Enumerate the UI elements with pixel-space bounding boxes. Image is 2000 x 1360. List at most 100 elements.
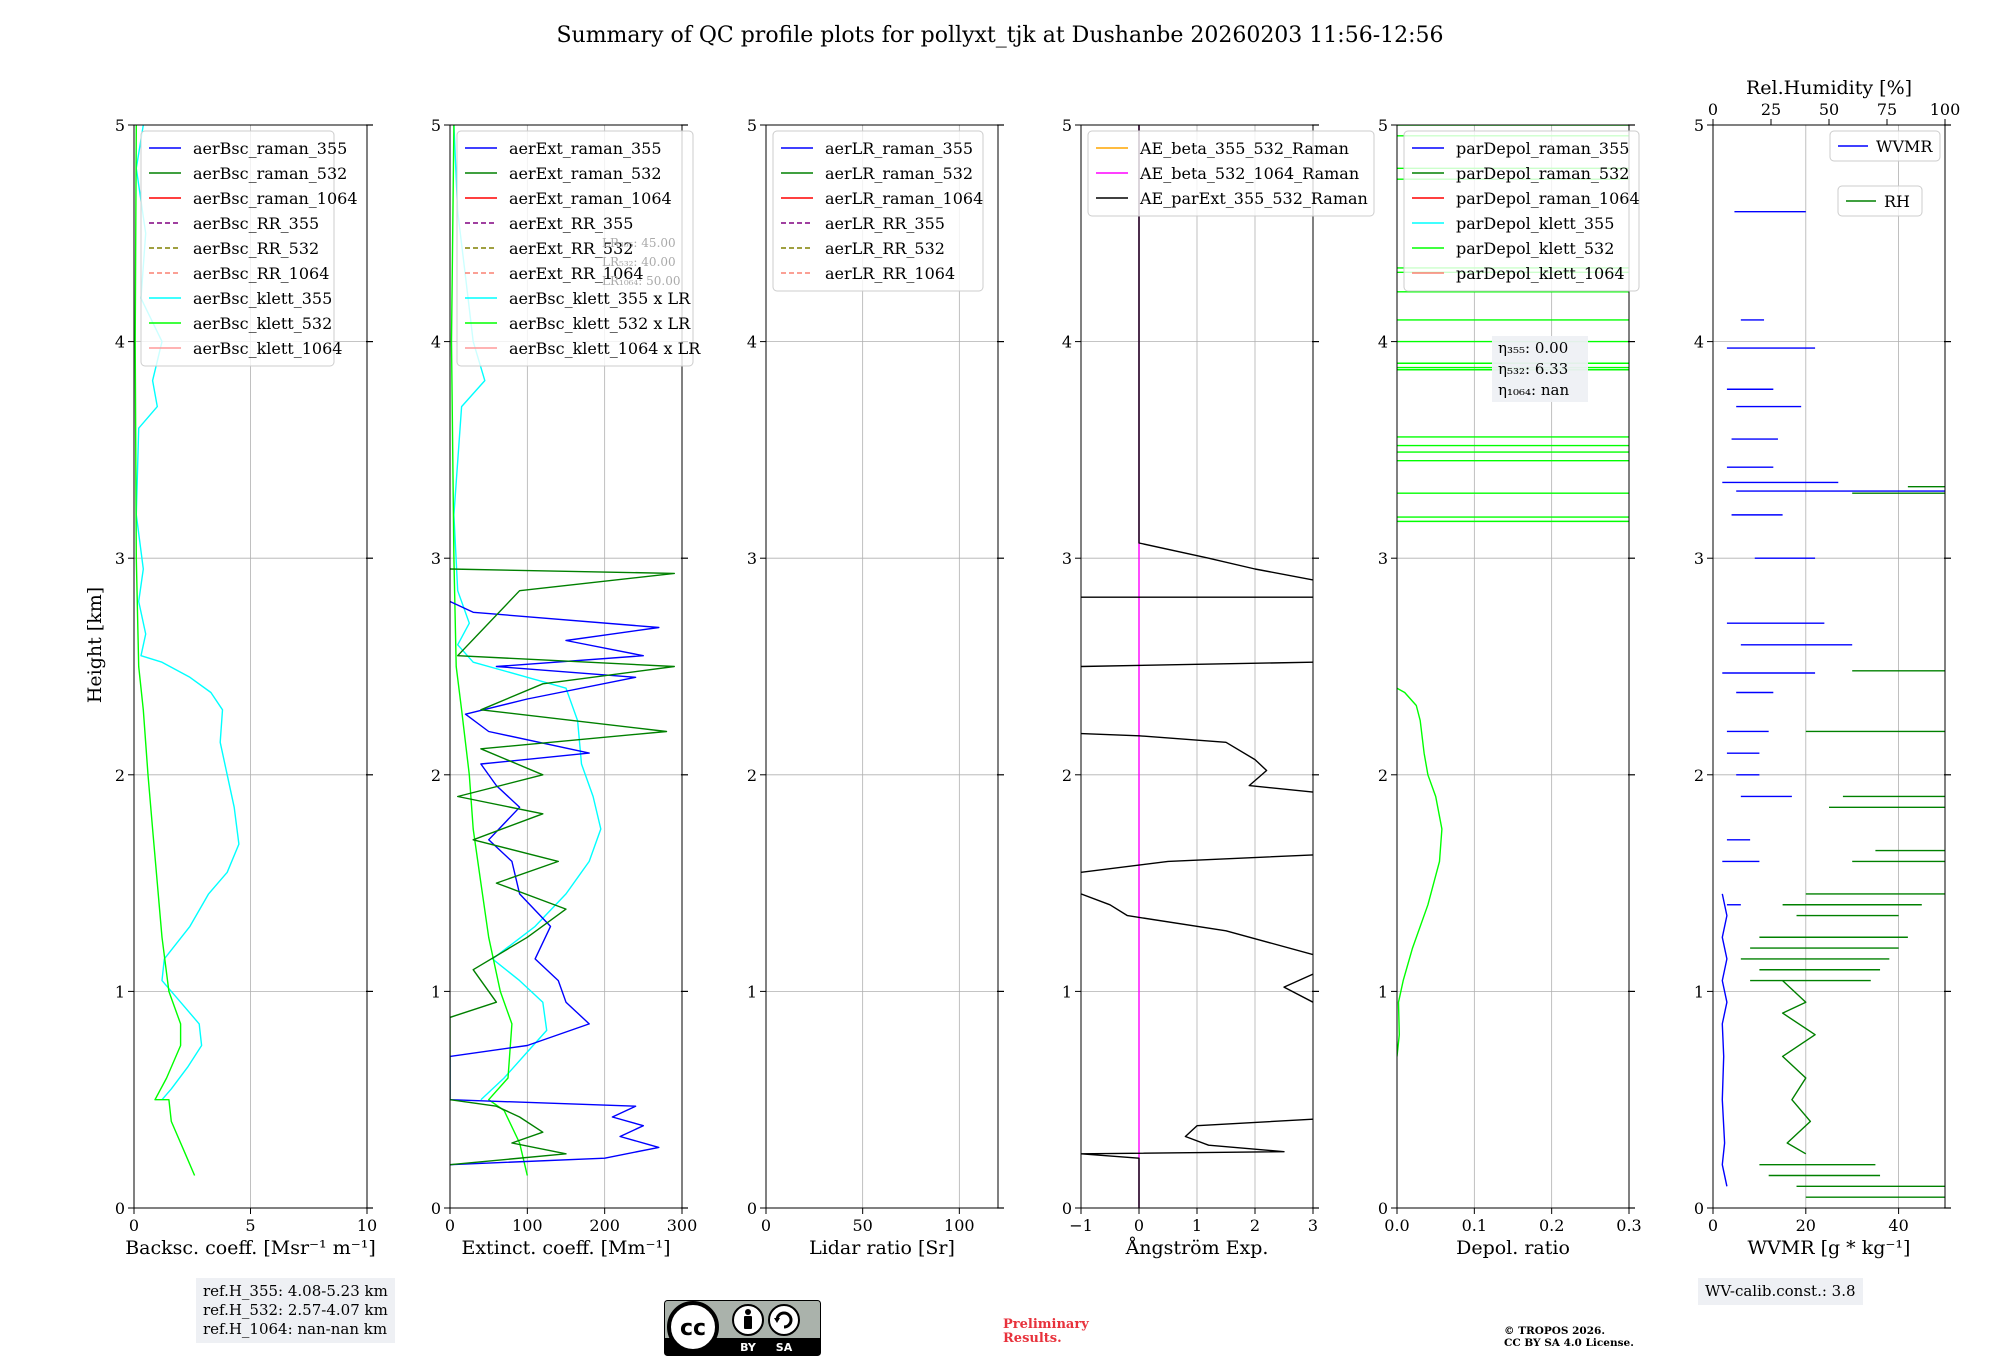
legend-entry: aerExt_RR_355	[509, 214, 633, 233]
legend-entry: aerBsc_klett_1064 x LR	[509, 339, 701, 358]
x-tick-label: 3	[1308, 1216, 1318, 1235]
legend-entry: aerLR_RR_532	[825, 239, 945, 258]
legend-entry: aerLR_raman_355	[825, 139, 973, 158]
legend-entry: aerLR_raman_532	[825, 164, 973, 183]
y-tick-label: 0	[1062, 1199, 1072, 1218]
x-tick-label: 0	[1134, 1216, 1144, 1235]
reference-height-box: ref.H_355: 4.08-5.23 km ref.H_532: 2.57-…	[196, 1278, 395, 1343]
legend-entry: aerBsc_RR_355	[193, 214, 319, 233]
y-tick-label: 5	[431, 116, 441, 135]
y-tick-label: 1	[1062, 982, 1072, 1001]
x-axis-label: Depol. ratio	[1456, 1237, 1570, 1259]
x-axis-label: Backsc. coeff. [Msr⁻¹ m⁻¹]	[125, 1237, 376, 1259]
series-line	[1721, 893, 1728, 1187]
svg-text:cc: cc	[680, 1316, 706, 1341]
y-tick-label: 3	[115, 549, 125, 568]
y-tick-label: 2	[1694, 766, 1704, 785]
series-line	[1781, 980, 1816, 1155]
series-line	[1081, 1118, 1313, 1208]
legend-entry: RH	[1884, 192, 1910, 211]
y-tick-label: 2	[115, 766, 125, 785]
cc-sa-label: SA	[776, 1341, 793, 1354]
y-tick-label: 5	[1378, 116, 1388, 135]
legend-box	[1829, 130, 1941, 162]
series-line	[450, 125, 528, 1176]
x-tick-label: 0.2	[1539, 1216, 1564, 1235]
y-tick-label: 0	[431, 1199, 441, 1218]
copyright-line-1: © TROPOS 2026.	[1504, 1325, 1606, 1337]
series-line	[135, 125, 240, 1101]
subplot-5: 0.0 0.1 0.2 0.3 0 1 2 3 4 5 Depol. ratio parDepol_r…	[1378, 116, 1642, 1259]
legend-box	[456, 130, 694, 367]
y-tick-label: 4	[747, 333, 757, 352]
x2-tick-label: 0	[1708, 100, 1718, 119]
reference-height-355: ref.H_355: 4.08-5.23 km	[203, 1282, 388, 1300]
legend-entry: aerExt_RR_532	[509, 239, 633, 258]
y-tick-label: 3	[1694, 549, 1704, 568]
legend-entry: aerExt_RR_1064	[509, 264, 644, 283]
plot-area	[134, 125, 240, 1176]
y-tick-label: 5	[1694, 116, 1704, 135]
legend-entry: parDepol_klett_532	[1456, 239, 1614, 258]
x-tick-label: 0.0	[1384, 1216, 1409, 1235]
y-tick-label: 2	[1378, 766, 1388, 785]
axes-frame	[1712, 124, 1946, 1209]
wv-calibration-constant: WV-calib.const.: 3.8	[1705, 1282, 1856, 1300]
legend-entry: parDepol_klett_355	[1456, 214, 1614, 233]
legend-entry: aerBsc_raman_1064	[193, 189, 358, 208]
y-tick-label: 1	[1694, 982, 1704, 1001]
plot-area	[1081, 125, 1313, 1208]
cc-by-label: BY	[740, 1341, 757, 1354]
series-line	[1081, 893, 1313, 956]
subplot-3: 0 50 100 0 1 2 3 4 5 Lidar ratio [Sr] aerLR_raman_…	[747, 116, 1004, 1259]
lidar-ratio-label: LR₁₀₆₄: 50.00	[602, 274, 680, 288]
axes-frame	[765, 124, 999, 1209]
legend-entry: aerExt_raman_1064	[509, 189, 672, 208]
series-line	[1081, 854, 1313, 873]
x-tick-label: 40	[1888, 1216, 1908, 1235]
series-line	[134, 125, 196, 1176]
series-line	[1283, 973, 1313, 1003]
legend-entry: AE_parExt_355_532_Raman	[1139, 189, 1368, 208]
legend-box	[1087, 130, 1375, 217]
copyright-note: © TROPOS 2026. CC BY SA 4.0 License.	[1504, 1325, 1634, 1349]
legend-entry: aerExt_raman_355	[509, 139, 662, 158]
legend-entry: aerLR_RR_355	[825, 214, 945, 233]
x2-axis-label: Rel.Humidity [%]	[1746, 77, 1912, 99]
y-tick-label: 4	[431, 333, 441, 352]
legend-entry: aerBsc_klett_532 x LR	[509, 314, 691, 333]
legend-entry: parDepol_raman_532	[1456, 164, 1629, 183]
y-tick-label: 1	[1378, 982, 1388, 1001]
series-line	[1081, 661, 1313, 668]
x-tick-label: 0.3	[1616, 1216, 1641, 1235]
legend-entry: AE_beta_355_532_Raman	[1139, 139, 1349, 158]
x-tick-label: 0	[129, 1216, 139, 1235]
legend-entry: parDepol_raman_1064	[1456, 189, 1640, 208]
eta-label: η₅₃₂: 6.33	[1498, 360, 1568, 378]
y-tick-label: 2	[747, 766, 757, 785]
eta-label: η₁₀₆₄: nan	[1498, 381, 1569, 399]
subplot-1: 0 5 10 0 1 2 3 4 5 Backsc. coeff. [Msr⁻¹ m⁻¹] aerB…	[115, 116, 377, 1259]
preliminary-results-note: Preliminary Results.	[1003, 1318, 1089, 1346]
legend-entry: AE_beta_532_1064_Raman	[1139, 164, 1359, 183]
x-tick-label: 100	[944, 1216, 975, 1235]
x-axis-label: Lidar ratio [Sr]	[809, 1237, 955, 1259]
cc-icon: cc	[667, 1301, 719, 1353]
subplot-2: 0 100 200 300 0 1 2 3 4 5 Extinct. coeff. [Mm⁻¹] ae…	[431, 116, 701, 1259]
x2-tick-label: 100	[1930, 100, 1961, 119]
sa-icon	[768, 1304, 800, 1336]
wv-calibration-box: WV-calib.const.: 3.8	[1698, 1278, 1863, 1305]
series-line	[1397, 687, 1443, 1057]
y-tick-label: 5	[115, 116, 125, 135]
y-tick-label: 4	[1062, 333, 1072, 352]
legend-entry: WVMR	[1876, 137, 1933, 156]
legend-entry: parDepol_klett_1064	[1456, 264, 1625, 283]
x-tick-label: 0.1	[1462, 1216, 1487, 1235]
y-tick-label: 5	[747, 116, 757, 135]
y-tick-label: 0	[1378, 1199, 1388, 1218]
x-axis-label: WVMR [g * kg⁻¹]	[1748, 1237, 1911, 1259]
preliminary-line-1: Preliminary	[1003, 1317, 1089, 1332]
y-tick-label: 3	[1378, 549, 1388, 568]
